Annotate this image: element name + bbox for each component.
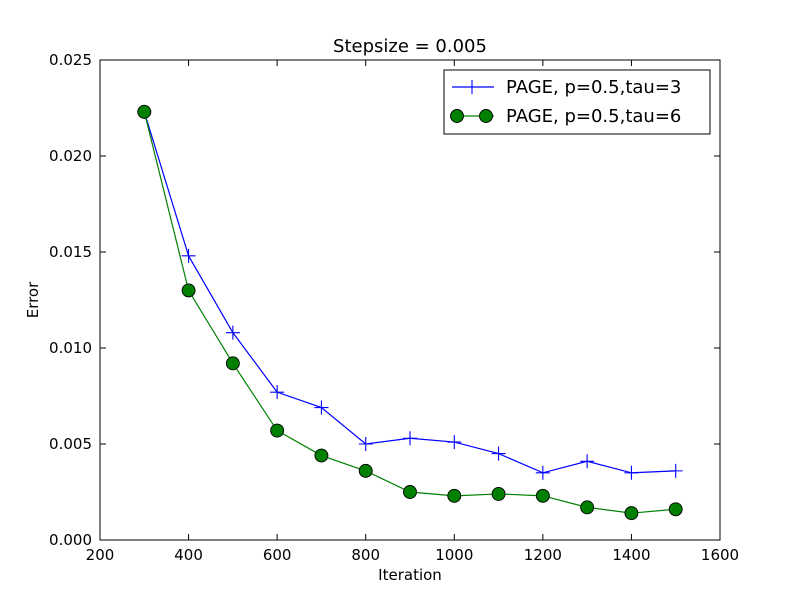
series-1-point	[624, 465, 639, 480]
series-2-point	[447, 488, 462, 503]
y-tick-label: 0.000	[49, 531, 92, 549]
series-2	[137, 104, 683, 521]
series-1-point	[403, 431, 417, 446]
series-1-point	[225, 325, 240, 340]
y-tick-label: 0.005	[49, 435, 92, 453]
series-1	[137, 104, 683, 480]
legend-marker	[479, 109, 493, 123]
y-tick-label: 0.020	[49, 147, 92, 165]
series-2-point	[314, 448, 329, 463]
plot-frame	[99, 59, 721, 541]
series-2-point	[270, 423, 285, 438]
series-1-point	[181, 248, 196, 263]
legend-marker	[465, 80, 479, 94]
axes: 200 400 600 800 1000 1200 1400 1600 0.000 0.005 0.…	[49, 51, 739, 564]
series-2-point	[137, 104, 152, 119]
legend-marker	[450, 109, 464, 123]
series-1-point	[491, 446, 506, 461]
x-tick-label: 1600	[701, 546, 739, 564]
series-2-point	[535, 488, 550, 503]
plot-area	[100, 60, 720, 540]
series-2-point	[580, 500, 595, 515]
series-1-point	[314, 400, 329, 415]
y-tick-label: 0.010	[49, 339, 92, 357]
series-2-point	[624, 506, 639, 521]
series-2-point	[225, 356, 240, 371]
legend-label: PAGE, p=0.5,tau=3	[506, 77, 681, 98]
x-tick-label: 1400	[612, 546, 650, 564]
series-1-point	[668, 463, 683, 478]
x-tick-label: 1200	[524, 546, 562, 564]
series-1-point	[535, 465, 550, 480]
series-2-point	[403, 485, 417, 499]
x-tick-label: 800	[351, 546, 380, 564]
series-1-point	[358, 437, 373, 451]
y-tick-label: 0.025	[49, 51, 92, 69]
y-axis-label: Error	[24, 281, 42, 318]
legend-entry-1: PAGE, p=0.5,tau=3	[452, 77, 681, 98]
legend-entry-2: PAGE, p=0.5,tau=6	[450, 106, 681, 127]
x-tick-label: 1000	[435, 546, 473, 564]
legend-box	[443, 69, 711, 135]
series-2-point	[491, 486, 506, 501]
series-1-point	[580, 454, 595, 469]
x-tick-label: 600	[263, 546, 292, 564]
plot-background	[100, 60, 720, 540]
series-1-point	[447, 435, 462, 450]
chart-title: Stepsize = 0.005	[333, 36, 487, 57]
series-2-point	[358, 463, 373, 478]
series-2-point	[668, 502, 683, 517]
x-axis-label: Iteration	[378, 566, 442, 584]
legend-label: PAGE, p=0.5,tau=6	[506, 106, 681, 127]
x-tick-label: 200	[86, 546, 115, 564]
x-tick-label: 400	[174, 546, 203, 564]
y-tick-label: 0.015	[49, 243, 92, 261]
legend: PAGE, p=0.5,tau=3 PAGE, p=0.5,tau=6	[443, 69, 711, 135]
series-1-point	[270, 385, 285, 400]
series-2-point	[181, 283, 196, 298]
